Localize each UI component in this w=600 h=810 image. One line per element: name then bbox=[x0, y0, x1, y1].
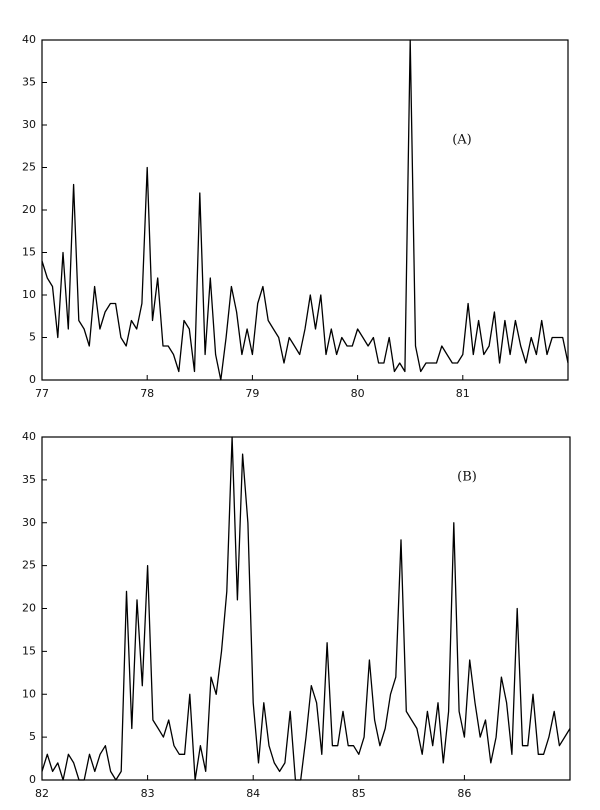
y-tick-label: 5 bbox=[29, 331, 36, 344]
x-tick-label: 85 bbox=[352, 787, 366, 800]
data-line bbox=[41, 39, 569, 381]
y-tick-label: 20 bbox=[22, 602, 36, 615]
y-tick-label: 10 bbox=[22, 687, 36, 700]
plot-frame bbox=[41, 436, 571, 781]
y-tick-label: 40 bbox=[22, 33, 36, 46]
y-tick-label: 15 bbox=[22, 246, 36, 259]
y-tick-label: 10 bbox=[22, 288, 36, 301]
x-tick-label: 77 bbox=[35, 387, 49, 400]
x-tick-label: 86 bbox=[457, 787, 471, 800]
x-tick-label: 83 bbox=[141, 787, 155, 800]
x-tick-label: 82 bbox=[35, 787, 49, 800]
y-tick-label: 25 bbox=[22, 161, 36, 174]
y-tick-label: 5 bbox=[29, 730, 36, 743]
x-tick-label: 81 bbox=[456, 387, 470, 400]
y-tick-label: 40 bbox=[22, 430, 36, 443]
y-tick-label: 20 bbox=[22, 203, 36, 216]
y-tick-label: 15 bbox=[22, 644, 36, 657]
y-tick-label: 30 bbox=[22, 118, 36, 131]
panel-label: (A) bbox=[452, 133, 472, 148]
y-tick-label: 0 bbox=[29, 773, 36, 786]
x-tick-label: 78 bbox=[140, 387, 154, 400]
y-tick-label: 30 bbox=[22, 516, 36, 529]
y-tick-label: 35 bbox=[22, 473, 36, 486]
y-tick-label: 0 bbox=[29, 373, 36, 386]
y-tick-label: 25 bbox=[22, 559, 36, 572]
panel-label: (B) bbox=[457, 470, 477, 485]
x-tick-label: 84 bbox=[246, 787, 260, 800]
x-tick-label: 79 bbox=[245, 387, 259, 400]
x-tick-label: 80 bbox=[351, 387, 365, 400]
y-tick-label: 35 bbox=[22, 76, 36, 89]
data-line bbox=[41, 436, 571, 781]
